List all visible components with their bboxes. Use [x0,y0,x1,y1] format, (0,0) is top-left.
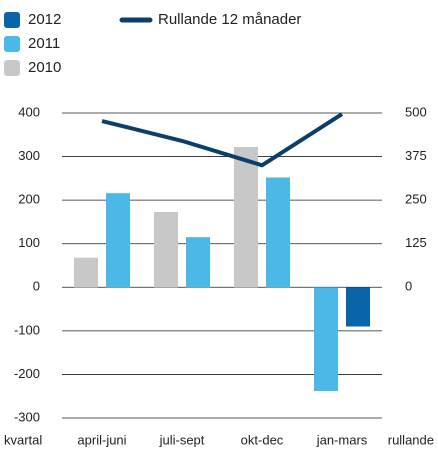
legend-swatch [4,12,20,28]
y-tick-label: 0 [33,279,40,294]
y-tick-label: 400 [18,104,40,119]
y2-tick-label: 375 [405,148,427,163]
y2-tick-label: 125 [405,235,427,250]
legend-label: 2012 [28,11,61,28]
x-tick-label: april-juni [77,432,126,447]
legend-label: Rullande 12 månader [158,11,301,28]
legend-swatch [4,60,20,76]
y-tick-label: -200 [14,366,40,381]
legend-swatch [4,36,20,52]
bar [186,237,210,288]
legend-label: 2011 [28,35,60,52]
legend-label: 2010 [28,59,61,76]
bar [346,287,370,327]
bar [314,287,338,391]
y-tick-label: -100 [14,322,40,337]
bar [74,257,98,288]
y-tick-label: 300 [18,148,40,163]
y2-tick-label: 500 [405,104,427,119]
bar [154,211,178,288]
y2-tick-label: 0 [405,279,412,294]
y-tick-label: 200 [18,192,40,207]
y-tick-label: -300 [14,409,40,424]
bar [266,177,290,288]
y-tick-label: 100 [18,235,40,250]
x-axis-label: kvartal [4,432,42,447]
y2-axis-label: rullande [388,432,434,447]
x-tick-label: jan-mars [316,432,368,447]
bar [234,146,258,288]
y2-tick-label: 250 [405,192,427,207]
x-tick-label: juli-sept [159,432,205,447]
line [101,112,344,168]
bar [106,193,130,288]
x-tick-label: okt-dec [241,432,284,447]
